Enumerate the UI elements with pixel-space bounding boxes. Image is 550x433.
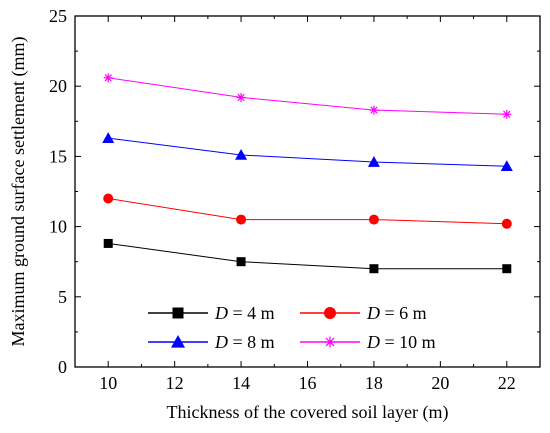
data-point [103,238,113,248]
data-point [236,214,247,225]
y-tick-label: 10 [49,217,67,237]
series-line [108,77,507,115]
legend-label: D = 4 m [214,303,275,323]
x-tick-label: 18 [365,373,383,393]
data-point [236,92,246,102]
legend-item: D = 4 m [148,303,275,323]
series-1 [103,238,512,274]
y-tick-label: 25 [49,6,67,26]
data-point [369,264,379,274]
legend-item: D = 8 m [148,332,275,352]
asterisk-stroke [325,337,335,347]
data-point [367,156,380,167]
series-layer [102,73,513,274]
x-tick-label: 10 [99,373,117,393]
data-point [369,105,379,115]
series-line [108,242,507,270]
data-point [500,160,513,172]
data-point [103,73,113,83]
asterisk-stroke [104,74,112,82]
data-point [324,307,336,319]
legend-label: D = 10 m [366,332,436,352]
series-line [108,137,507,167]
data-point [171,335,185,348]
legend: D = 4 m D = 6 m D = 8 m D = 10 m [148,303,436,352]
data-point [103,193,114,204]
series-line [108,198,507,225]
y-tick-label: 20 [49,76,67,96]
data-point [368,214,379,225]
y-tick-label: 0 [58,357,67,377]
x-axis: 10 12 14 16 18 20 22 [74,16,541,393]
x-tick-label: 22 [498,373,516,393]
legend-item: D = 6 m [300,303,427,323]
legend-item: D = 10 m [300,332,436,352]
x-tick-label: 12 [166,373,184,393]
data-point [324,336,336,348]
asterisk-stroke [237,93,245,102]
plot-frame [74,15,541,368]
data-point [502,264,512,274]
asterisk-stroke [503,110,511,118]
y-axis-title: Maximum ground surface settlement (mm) [8,37,29,347]
series-3 [102,132,513,172]
legend-label: D = 6 m [366,303,427,323]
x-tick-label: 16 [299,373,317,393]
y-axis: 0 5 10 15 20 25 [49,6,540,377]
data-point [236,257,246,267]
data-point [502,109,512,119]
data-point [501,218,512,229]
data-point [172,307,184,319]
legend-label: D = 8 m [214,332,275,352]
series-4 [103,73,512,119]
data-point [102,132,115,143]
data-point [235,148,248,160]
x-tick-label: 14 [232,373,250,393]
asterisk-stroke [370,106,378,114]
series-2 [103,193,512,229]
y-tick-label: 5 [58,287,67,307]
x-axis-title: Thickness of the covered soil layer (m) [167,402,449,423]
plot-border [74,15,541,368]
x-tick-label: 20 [431,373,449,393]
y-tick-label: 15 [49,146,67,166]
